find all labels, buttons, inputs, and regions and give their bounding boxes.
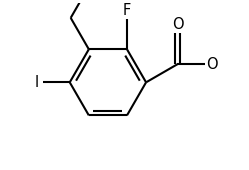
Text: O: O: [172, 17, 183, 32]
Text: F: F: [123, 3, 131, 18]
Text: I: I: [34, 75, 39, 90]
Text: O: O: [206, 57, 217, 72]
